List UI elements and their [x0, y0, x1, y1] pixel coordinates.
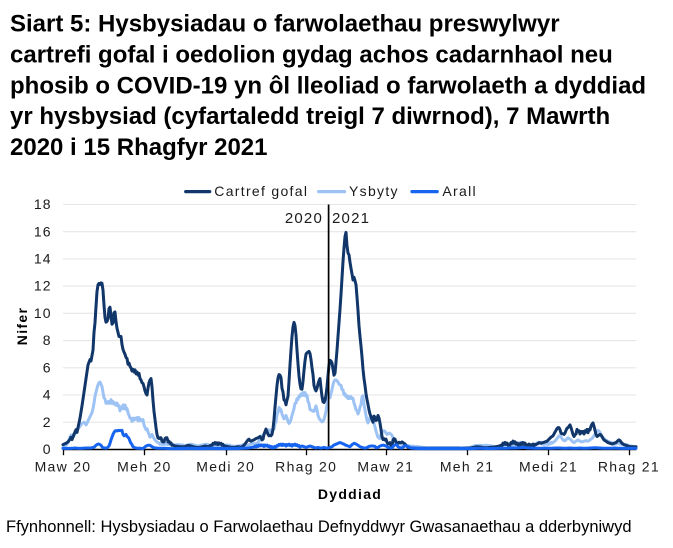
svg-text:16: 16 [34, 223, 52, 239]
svg-text:2020 i 15 Rhagfyr 2021: 2020 i 15 Rhagfyr 2021 [10, 134, 268, 161]
svg-text:2: 2 [43, 414, 52, 430]
svg-text:yr hysbysiad (cyfartaledd trei: yr hysbysiad (cyfartaledd treigl 7 diwrn… [10, 103, 610, 130]
svg-text:Rhag 20: Rhag 20 [275, 459, 337, 475]
svg-text:10: 10 [34, 305, 52, 321]
svg-text:Nifer: Nifer [14, 307, 30, 345]
svg-text:cartrefi gofal i oedolion gyda: cartrefi gofal i oedolion gydag achos ca… [10, 42, 613, 69]
svg-text:Maw 21: Maw 21 [357, 459, 414, 475]
svg-text:Medi 21: Medi 21 [519, 459, 578, 475]
svg-text:12: 12 [34, 278, 52, 294]
svg-text:4: 4 [43, 387, 52, 403]
svg-text:phosib o COVID-19 yn ôl lleoli: phosib o COVID-19 yn ôl lleoliad o farwo… [10, 72, 646, 99]
svg-text:2021: 2021 [332, 210, 370, 227]
svg-text:Rhag 21: Rhag 21 [598, 459, 660, 475]
svg-text:Meh 21: Meh 21 [440, 459, 495, 475]
svg-text:Maw 20: Maw 20 [35, 459, 92, 475]
svg-text:Arall: Arall [442, 183, 477, 199]
svg-text:0: 0 [43, 441, 52, 457]
svg-text:Dyddiad: Dyddiad [318, 486, 382, 502]
svg-text:6: 6 [43, 359, 52, 375]
svg-text:Siart 5: Hysbysiadau o farwola: Siart 5: Hysbysiadau o farwolaethau pres… [10, 11, 560, 38]
svg-text:8: 8 [43, 332, 52, 348]
svg-text:Meh 20: Meh 20 [117, 459, 172, 475]
svg-text:Ysbyty: Ysbyty [349, 183, 399, 199]
svg-text:18: 18 [34, 196, 52, 212]
svg-text:2020: 2020 [285, 210, 323, 227]
svg-text:Medi 20: Medi 20 [196, 459, 255, 475]
svg-text:Cartref gofal: Cartref gofal [214, 183, 308, 199]
svg-text:14: 14 [34, 251, 52, 267]
